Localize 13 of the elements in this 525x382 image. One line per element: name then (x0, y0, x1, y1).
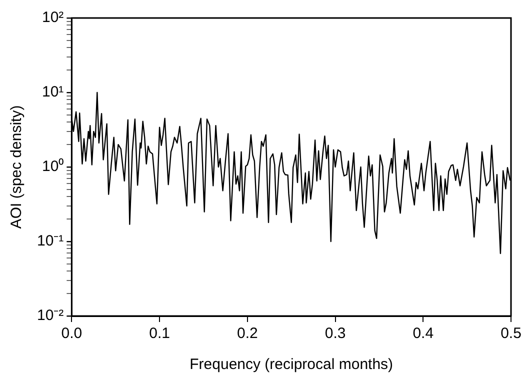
x-tick-label: 0.1 (149, 325, 170, 342)
y-axis-title: AOI (spec density) (8, 105, 26, 229)
y-tick-label: 10⁰ (42, 158, 64, 176)
x-tick-label: 0.5 (500, 325, 522, 342)
y-tick-label: 10¹ (42, 84, 64, 101)
y-tick-label: 10⁻² (36, 307, 64, 324)
x-axis-title: Frequency (reciprocal months) (190, 356, 394, 374)
x-tick-label: 0.2 (236, 325, 258, 342)
y-tick-label: 10² (42, 9, 64, 26)
x-tick-label: 0.0 (61, 325, 82, 342)
y-tick-label: 10⁻¹ (36, 232, 64, 250)
x-tick-label: 0.3 (324, 325, 346, 342)
x-tick-label: 0.4 (412, 325, 434, 342)
